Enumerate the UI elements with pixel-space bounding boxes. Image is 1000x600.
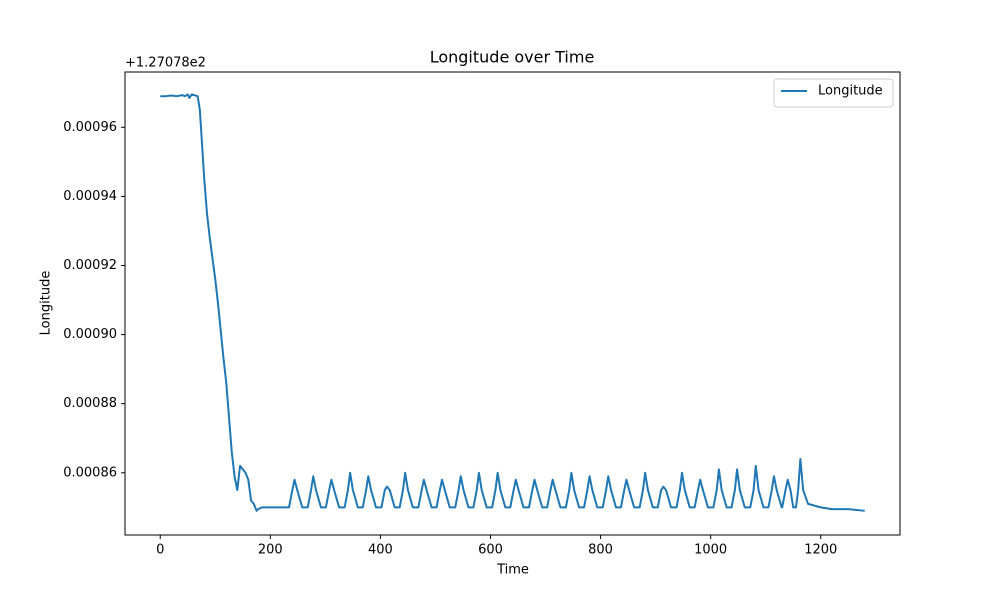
y-offset-text: +1.27078e2 bbox=[125, 56, 206, 71]
legend-label: Longitude bbox=[818, 84, 883, 99]
y-tick-label: 0.00086 bbox=[63, 465, 117, 480]
y-axis-label: Longitude bbox=[39, 271, 54, 336]
x-axis-label: Time bbox=[496, 563, 529, 578]
legend-box bbox=[773, 78, 894, 108]
x-tick-label: 1000 bbox=[694, 543, 727, 558]
plot-frame bbox=[124, 71, 901, 536]
x-tick-label: 400 bbox=[368, 543, 393, 558]
data-line bbox=[160, 93, 865, 512]
y-tick-label: 0.00092 bbox=[63, 258, 117, 273]
x-tick-label: 200 bbox=[258, 543, 283, 558]
y-tick-label: 0.00096 bbox=[63, 120, 117, 135]
y-tick-label: 0.00090 bbox=[63, 327, 117, 342]
x-tick-label: 600 bbox=[478, 543, 503, 558]
chart-title: Longitude over Time bbox=[430, 48, 595, 67]
x-tick-label: 1200 bbox=[804, 543, 837, 558]
x-tick-label: 800 bbox=[588, 543, 613, 558]
x-tick-label: 0 bbox=[156, 543, 164, 558]
y-tick-label: 0.00088 bbox=[63, 396, 117, 411]
y-tick-label: 0.00094 bbox=[63, 189, 117, 204]
